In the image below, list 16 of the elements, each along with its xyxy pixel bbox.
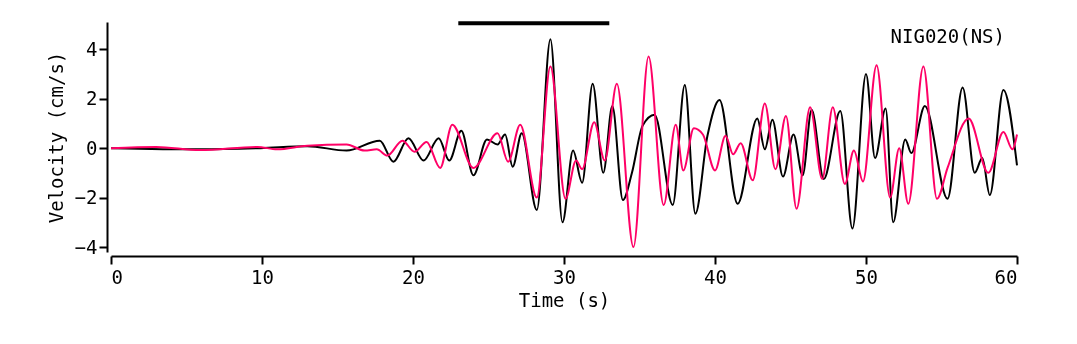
annotation: NIG020(NS): [890, 25, 1005, 47]
x-tick-label: 40: [704, 265, 727, 288]
x-tick-label: 30: [553, 265, 576, 288]
y-tick-label: 4: [86, 37, 98, 60]
y-tick-label: −2: [74, 186, 98, 209]
x-tick-label: 60: [994, 265, 1018, 288]
x-axis-title: Time (s): [518, 288, 611, 311]
y-axis-title: Velocity (cm/s): [44, 51, 67, 224]
y-tick-label: −4: [74, 235, 98, 258]
x-tick-label: 50: [855, 265, 878, 288]
line-series: [110, 55, 1018, 249]
x-tick-label: 10: [251, 265, 274, 288]
x-tick-label: 20: [402, 265, 425, 288]
x-tick-label: 0: [111, 265, 123, 288]
y-tick-label: 2: [86, 87, 98, 110]
y-tick-label: 0: [86, 136, 98, 159]
